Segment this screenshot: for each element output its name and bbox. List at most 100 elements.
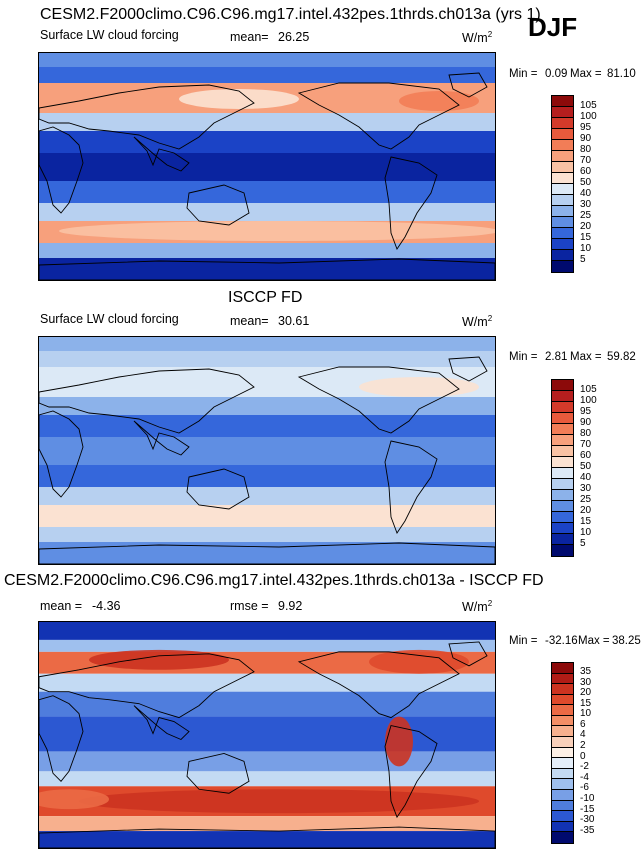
panel2-max-label: Max = <box>570 351 602 363</box>
colorbar-swatch <box>552 140 573 151</box>
panel1-min-value: 0.09 <box>545 68 568 80</box>
colorbar-tick-label: 70 <box>580 439 592 450</box>
panel3-max-value: 38.25 <box>612 635 641 647</box>
panel1-min-label: Min = <box>509 68 538 80</box>
colorbar-tick-label: -10 <box>580 792 595 804</box>
colorbar-swatch <box>552 694 573 706</box>
colorbar-swatch <box>552 789 573 801</box>
colorbar-tick-label: 5 <box>580 538 586 549</box>
colorbar-swatch <box>552 737 573 748</box>
panel3-title: CESM2.F2000climo.C96.C96.mg17.intel.432p… <box>4 572 544 589</box>
colorbar-tick-label: -2 <box>580 761 589 773</box>
colorbar-tick-label: 25 <box>580 210 592 221</box>
colorbar-swatch <box>552 261 573 272</box>
colorbar-tick-label: 0 <box>580 750 586 762</box>
panel2-colorbar <box>551 379 574 557</box>
colorbar-swatch <box>552 457 573 468</box>
panel2-title: ISCCP FD <box>228 289 303 306</box>
panel2-variable-label: Surface LW cloud forcing <box>40 312 179 326</box>
colorbar-swatch <box>552 779 573 790</box>
colorbar-swatch <box>552 501 573 512</box>
colorbar-swatch <box>552 715 573 727</box>
panel1-max-value: 81.10 <box>607 68 636 80</box>
colorbar-swatch <box>552 380 573 391</box>
colorbar-swatch <box>552 534 573 545</box>
colorbar-swatch <box>552 446 573 457</box>
panel3-map <box>38 621 496 849</box>
colorbar-swatch <box>552 239 573 250</box>
colorbar-tick-label: 30 <box>580 483 592 494</box>
panel2-mean-value: 30.61 <box>278 314 310 328</box>
panel3-max-label: Max = <box>578 635 610 647</box>
colorbar-tick-label: 25 <box>580 494 592 505</box>
colorbar-swatch <box>552 768 573 780</box>
panel3-min-value: -32.16 <box>545 635 578 647</box>
colorbar-swatch <box>552 129 573 140</box>
season-label: DJF <box>528 12 578 42</box>
panel1-mean-value: 26.25 <box>278 30 310 44</box>
panel3-mean-label: mean = <box>40 599 83 613</box>
colorbar-swatch <box>552 250 573 261</box>
colorbar-tick-label: 95 <box>580 406 592 417</box>
colorbar-tick-label: 10 <box>580 708 592 720</box>
colorbar-swatch <box>552 726 573 738</box>
colorbar-swatch <box>552 490 573 501</box>
panel2-units: W/m2 <box>462 314 493 330</box>
colorbar-tick-label: 70 <box>580 155 592 166</box>
colorbar-tick-label: 10 <box>580 527 592 538</box>
colorbar-swatch <box>552 800 573 812</box>
colorbar-tick-label: 40 <box>580 472 592 483</box>
colorbar-tick-label: 40 <box>580 188 592 199</box>
colorbar-tick-label: 6 <box>580 718 586 730</box>
map-field <box>39 53 495 280</box>
colorbar-tick-label: 35 <box>580 666 592 677</box>
colorbar-tick-label: 20 <box>580 505 592 516</box>
colorbar-swatch <box>552 512 573 523</box>
colorbar-swatch <box>552 523 573 534</box>
colorbar-tick-label: 2 <box>580 740 586 752</box>
panel2-min-value: 2.81 <box>545 351 568 363</box>
colorbar-tick-label: 50 <box>580 177 592 188</box>
colorbar-tick-label: -6 <box>580 782 589 794</box>
colorbar-swatch <box>552 758 573 769</box>
colorbar-swatch <box>552 821 573 833</box>
panel3-rmse-value: 9.92 <box>278 599 303 613</box>
panel1-mean-label: mean= <box>230 30 269 44</box>
colorbar-swatch <box>552 118 573 129</box>
colorbar-tick-label: 95 <box>580 122 592 133</box>
colorbar-tick-label: 50 <box>580 461 592 472</box>
colorbar-tick-label: -30 <box>580 814 595 826</box>
colorbar-tick-label: 15 <box>580 697 592 709</box>
colorbar-swatch <box>552 663 573 674</box>
colorbar-swatch <box>552 479 573 490</box>
colorbar-tick-label: 80 <box>580 428 592 439</box>
colorbar-swatch <box>552 217 573 228</box>
panel2-colorbar-labels: 105 100 95 90 80 70 60 50 40 30 25 20 15 10 5 <box>580 384 597 549</box>
colorbar-tick-label: -35 <box>580 824 595 836</box>
colorbar-tick-label: 60 <box>580 450 592 461</box>
colorbar-swatch <box>552 832 573 843</box>
colorbar-tick-label: 105 <box>580 100 597 111</box>
map-field <box>39 337 495 564</box>
colorbar-tick-label: 100 <box>580 395 597 406</box>
panel2-mean-label: mean= <box>230 314 269 328</box>
panel2-min-label: Min = <box>509 351 538 363</box>
colorbar-tick-label: 90 <box>580 417 592 428</box>
colorbar-swatch <box>552 424 573 435</box>
colorbar-swatch <box>552 673 573 685</box>
colorbar-tick-label: 4 <box>580 729 586 741</box>
colorbar-swatch <box>552 173 573 184</box>
colorbar-tick-label: 30 <box>580 199 592 210</box>
panel3-rmse-label: rmse = <box>230 599 269 613</box>
colorbar-swatch <box>552 206 573 217</box>
colorbar-swatch <box>552 545 573 556</box>
colorbar-tick-label: 5 <box>580 254 586 265</box>
colorbar-swatch <box>552 195 573 206</box>
colorbar-swatch <box>552 811 573 822</box>
colorbar-swatch <box>552 684 573 695</box>
panel1-max-label: Max = <box>570 68 602 80</box>
colorbar-swatch <box>552 413 573 424</box>
colorbar-swatch <box>552 402 573 413</box>
colorbar-swatch <box>552 162 573 173</box>
map-field <box>39 622 495 848</box>
